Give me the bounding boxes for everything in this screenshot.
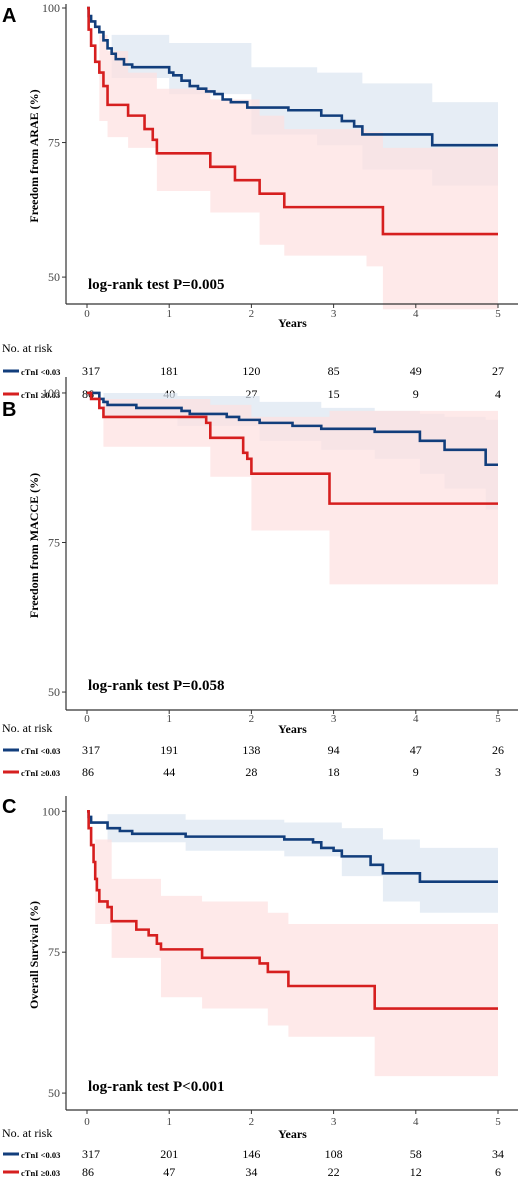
risk-row-label: cTnI <0.03 — [21, 1150, 60, 1160]
risk-row-label: cTnI ≥0.03 — [21, 390, 60, 400]
y-tick-label: 50 — [48, 685, 60, 699]
risk-count: 47 — [163, 1165, 175, 1179]
risk-count: 26 — [492, 743, 504, 757]
x-tick-label: 0 — [84, 308, 90, 320]
risk-count: 49 — [410, 364, 422, 378]
panel-a: A 50 75 100 0 1 2 3 4 5 Freedom from ARAE (%) Years… — [2, 1, 518, 401]
risk-count: 47 — [410, 743, 422, 757]
risk-count: 94 — [328, 743, 340, 757]
risk-row-label: cTnI <0.03 — [21, 367, 60, 377]
risk-row-label: cTnI ≥0.03 — [21, 768, 60, 778]
risk-row-label: cTnI ≥0.03 — [21, 1168, 60, 1178]
y-tick-label: 50 — [48, 270, 60, 284]
y-axis-label: Overall Survival (%) — [27, 901, 41, 1009]
risk-count: 85 — [328, 364, 340, 378]
confidence-band-high — [87, 392, 498, 585]
x-tick-label: 4 — [413, 713, 419, 725]
x-tick-label: 5 — [495, 713, 501, 725]
risk-count: 44 — [163, 765, 175, 779]
x-tick-label: 5 — [495, 308, 501, 320]
y-tick-label: 75 — [48, 136, 60, 150]
logrank-annotation: log-rank test P=0.058 — [88, 678, 224, 694]
risk-count: 120 — [242, 364, 260, 378]
survival-curve-low — [87, 6, 498, 147]
risk-count: 22 — [328, 1165, 340, 1179]
y-tick-label: 50 — [48, 1086, 60, 1100]
risk-count: 191 — [160, 743, 178, 757]
risk-count: 15 — [328, 387, 340, 401]
y-tick-label: 100 — [42, 804, 60, 818]
logrank-annotation: log-rank test P<0.001 — [88, 1079, 224, 1095]
risk-count: 9 — [413, 387, 419, 401]
confidence-band-high — [87, 811, 498, 1077]
x-tick-label: 1 — [166, 1116, 172, 1128]
risk-count: 108 — [325, 1147, 343, 1161]
survival-curve-low — [87, 809, 498, 884]
x-tick-label: 2 — [249, 1116, 255, 1128]
risk-count: 181 — [160, 364, 178, 378]
logrank-annotation: log-rank test P=0.005 — [88, 277, 224, 293]
risk-count: 28 — [245, 765, 257, 779]
risk-count: 12 — [410, 1165, 422, 1179]
y-tick-label: 100 — [42, 1, 60, 15]
x-axis-label: Years — [278, 722, 307, 736]
risk-count: 317 — [82, 743, 100, 757]
survival-curve-high — [87, 6, 498, 236]
risk-count: 34 — [492, 1147, 504, 1161]
panel-b: B 50 75 100 0 1 2 3 4 5 Freedom from MACCE (%) Year… — [2, 377, 518, 779]
x-tick-label: 3 — [331, 1116, 337, 1128]
survival-curve-high — [87, 391, 498, 505]
risk-count: 3 — [495, 765, 501, 779]
risk-count: 146 — [242, 1147, 260, 1161]
y-axis-label: Freedom from ARAE (%) — [27, 89, 41, 222]
x-tick-label: 0 — [84, 1116, 90, 1128]
x-tick-label: 0 — [84, 713, 90, 725]
risk-count: 317 — [82, 1147, 100, 1161]
risk-row-label: cTnI <0.03 — [21, 746, 60, 756]
risk-count: 58 — [410, 1147, 422, 1161]
risk-count: 34 — [245, 1165, 257, 1179]
risk-count: 317 — [82, 364, 100, 378]
confidence-band-low — [87, 8, 498, 186]
y-tick-label: 100 — [42, 386, 60, 400]
panel-letter: A — [2, 5, 16, 27]
y-axis-label: Freedom from MACCE (%) — [27, 473, 41, 618]
survival-curve-high — [87, 809, 498, 1010]
risk-table-header: No. at risk — [2, 1126, 52, 1140]
x-tick-label: 3 — [331, 713, 337, 725]
panel-letter: B — [2, 399, 16, 421]
risk-table-header: No. at risk — [2, 341, 52, 355]
y-tick-label: 75 — [48, 536, 60, 550]
x-axis-label: Years — [278, 1127, 307, 1141]
risk-count: 9 — [413, 765, 419, 779]
y-tick-label: 75 — [48, 945, 60, 959]
x-tick-label: 2 — [249, 713, 255, 725]
risk-table-header: No. at risk — [2, 721, 52, 735]
x-tick-label: 4 — [413, 308, 419, 320]
risk-count: 138 — [242, 743, 260, 757]
risk-count: 18 — [328, 765, 340, 779]
risk-count: 27 — [492, 364, 504, 378]
x-tick-label: 2 — [249, 308, 255, 320]
risk-count: 4 — [495, 387, 501, 401]
x-tick-label: 5 — [495, 1116, 501, 1128]
x-tick-label: 4 — [413, 1116, 419, 1128]
risk-count: 86 — [82, 765, 94, 779]
risk-count: 86 — [82, 1165, 94, 1179]
panel-letter: C — [2, 796, 16, 818]
x-tick-label: 3 — [331, 308, 337, 320]
risk-count: 201 — [160, 1147, 178, 1161]
survival-curve-low — [87, 391, 498, 467]
x-tick-label: 1 — [166, 713, 172, 725]
risk-count: 6 — [495, 1165, 501, 1179]
x-tick-label: 1 — [166, 308, 172, 320]
x-axis-label: Years — [278, 316, 307, 330]
